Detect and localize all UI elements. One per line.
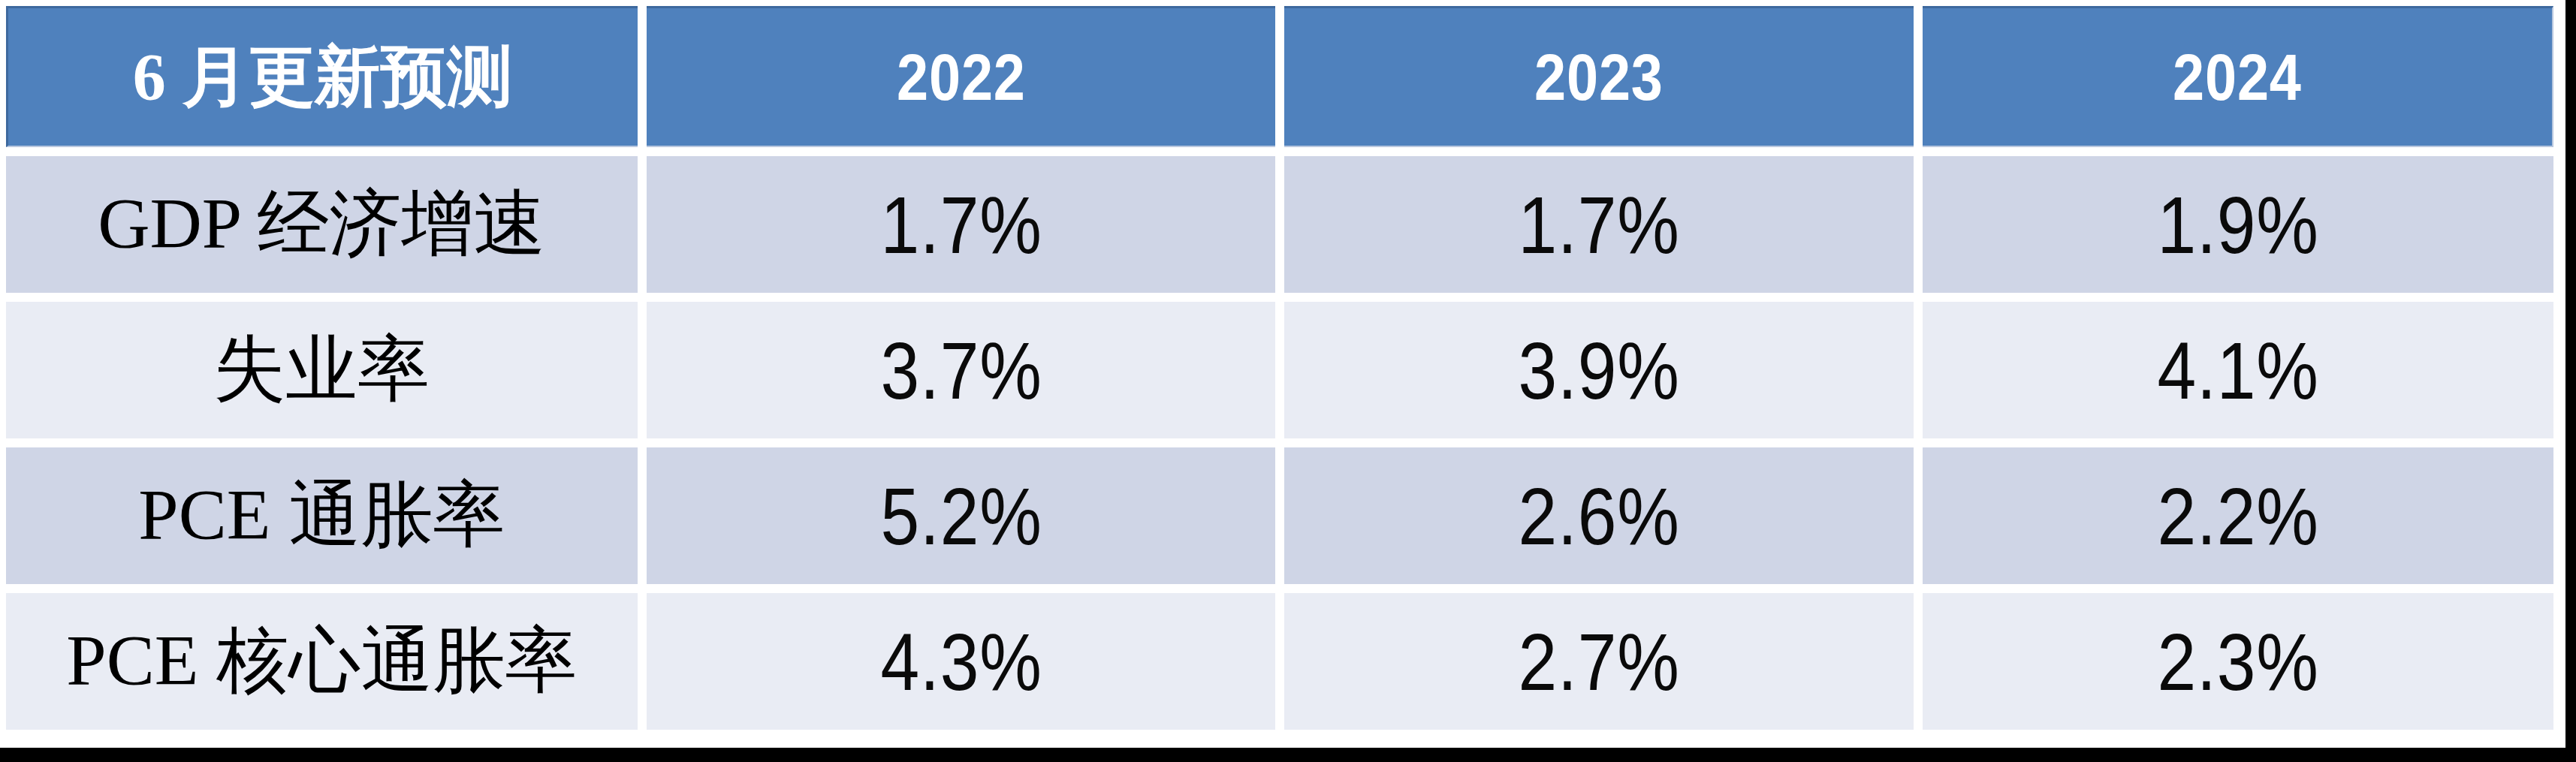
forecast-table: 6 月更新预测 2022 2023 2024 GDP 经济增速 1.7% 1.7… bbox=[0, 0, 2562, 739]
cell-value: 1.7% bbox=[1284, 156, 1914, 293]
row-label: PCE 通胀率 bbox=[6, 447, 638, 584]
table-row-unemployment: 失业率 3.7% 3.9% 4.1% bbox=[6, 302, 2553, 438]
cell-value: 2.6% bbox=[1284, 447, 1914, 584]
row-label: 失业率 bbox=[6, 302, 638, 438]
cell-value: 1.7% bbox=[647, 156, 1276, 293]
table-title: 6 月更新预测 bbox=[133, 41, 513, 113]
cell-value: 2.3% bbox=[1923, 593, 2553, 730]
table-row-pce-inflation: PCE 通胀率 5.2% 2.6% 2.2% bbox=[6, 447, 2553, 584]
cell-value: 2.7% bbox=[1284, 593, 1914, 730]
row-label: GDP 经济增速 bbox=[6, 156, 638, 293]
page-canvas: 6 月更新预测 2022 2023 2024 GDP 经济增速 1.7% 1.7… bbox=[0, 0, 2576, 762]
header-row: 6 月更新预测 2022 2023 2024 bbox=[6, 6, 2553, 147]
table-row-core-pce-inflation: PCE 核心通胀率 4.3% 2.7% 2.3% bbox=[6, 593, 2553, 730]
cell-value: 5.2% bbox=[647, 447, 1276, 584]
year-header-2024: 2024 bbox=[1923, 6, 2553, 147]
cell-value: 3.7% bbox=[647, 302, 1276, 438]
image-edge-bottom bbox=[0, 748, 2576, 762]
year-label: 2023 bbox=[1534, 39, 1664, 116]
cell-value: 4.3% bbox=[647, 593, 1276, 730]
table-title-cell: 6 月更新预测 bbox=[6, 6, 638, 147]
cell-value: 1.9% bbox=[1923, 156, 2553, 293]
image-edge-right bbox=[2565, 0, 2576, 762]
table-row-gdp-growth: GDP 经济增速 1.7% 1.7% 1.9% bbox=[6, 156, 2553, 293]
row-label: PCE 核心通胀率 bbox=[6, 593, 638, 730]
cell-value: 3.9% bbox=[1284, 302, 1914, 438]
year-header-2023: 2023 bbox=[1284, 6, 1914, 147]
cell-value: 2.2% bbox=[1923, 447, 2553, 584]
year-label: 2022 bbox=[897, 39, 1026, 116]
year-header-2022: 2022 bbox=[647, 6, 1276, 147]
cell-value: 4.1% bbox=[1923, 302, 2553, 438]
year-label: 2024 bbox=[2173, 39, 2302, 116]
